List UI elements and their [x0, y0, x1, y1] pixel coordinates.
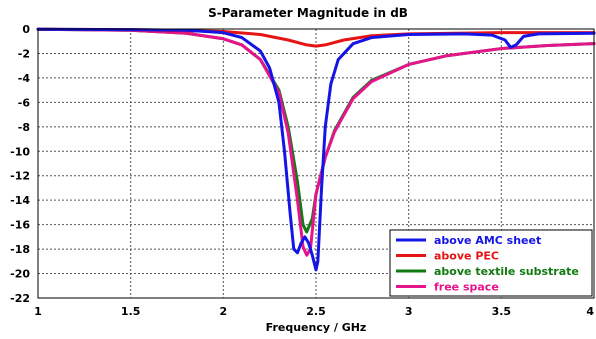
series-line-3 — [36, 27, 596, 257]
plot-frame — [37, 28, 595, 299]
x-tick-label: 3 — [405, 305, 413, 318]
y-tick-labels: 0 -2 -4 -6 -8 -10 -12 -14 -16 -18 -20 -22 — [10, 23, 30, 305]
y-tick-label: -10 — [10, 145, 30, 158]
x-tick-label: 2.5 — [306, 305, 326, 318]
y-tick-label: 0 — [22, 23, 30, 36]
x-axis-label: Frequency / GHz — [266, 321, 367, 334]
legend: above AMC sheet above PEC above textile su… — [389, 229, 593, 297]
y-tick-label: -6 — [18, 96, 31, 109]
y-tick-label: -22 — [10, 292, 30, 305]
x-tick-label: 1 — [34, 305, 42, 318]
x-tick-label: 2 — [220, 305, 228, 318]
series-lines — [36, 27, 596, 272]
legend-entry: above AMC sheet — [434, 234, 541, 247]
y-tick-label: -20 — [10, 268, 30, 281]
x-tick-labels: 1 1.5 2 2.5 3 3.5 4 — [34, 305, 594, 318]
y-tick-label: -14 — [10, 194, 30, 207]
x-tick-label: 4 — [586, 305, 594, 318]
y-tick-label: -4 — [18, 72, 31, 85]
y-tick-label: -8 — [18, 121, 30, 134]
y-tick-label: -12 — [10, 170, 30, 183]
y-tick-label: -16 — [10, 219, 30, 232]
y-tick-label: -2 — [18, 47, 30, 60]
series-line-0 — [36, 27, 596, 272]
grid — [38, 29, 594, 298]
chart-title: S-Parameter Magnitude in dB — [208, 6, 408, 20]
x-tick-label: 1.5 — [121, 305, 141, 318]
x-tick-label: 3.5 — [492, 305, 512, 318]
legend-entry: above PEC — [434, 250, 499, 263]
y-tick-label: -18 — [10, 243, 30, 256]
legend-entry: above textile substrate — [434, 265, 579, 278]
legend-entry: free space — [434, 281, 499, 294]
